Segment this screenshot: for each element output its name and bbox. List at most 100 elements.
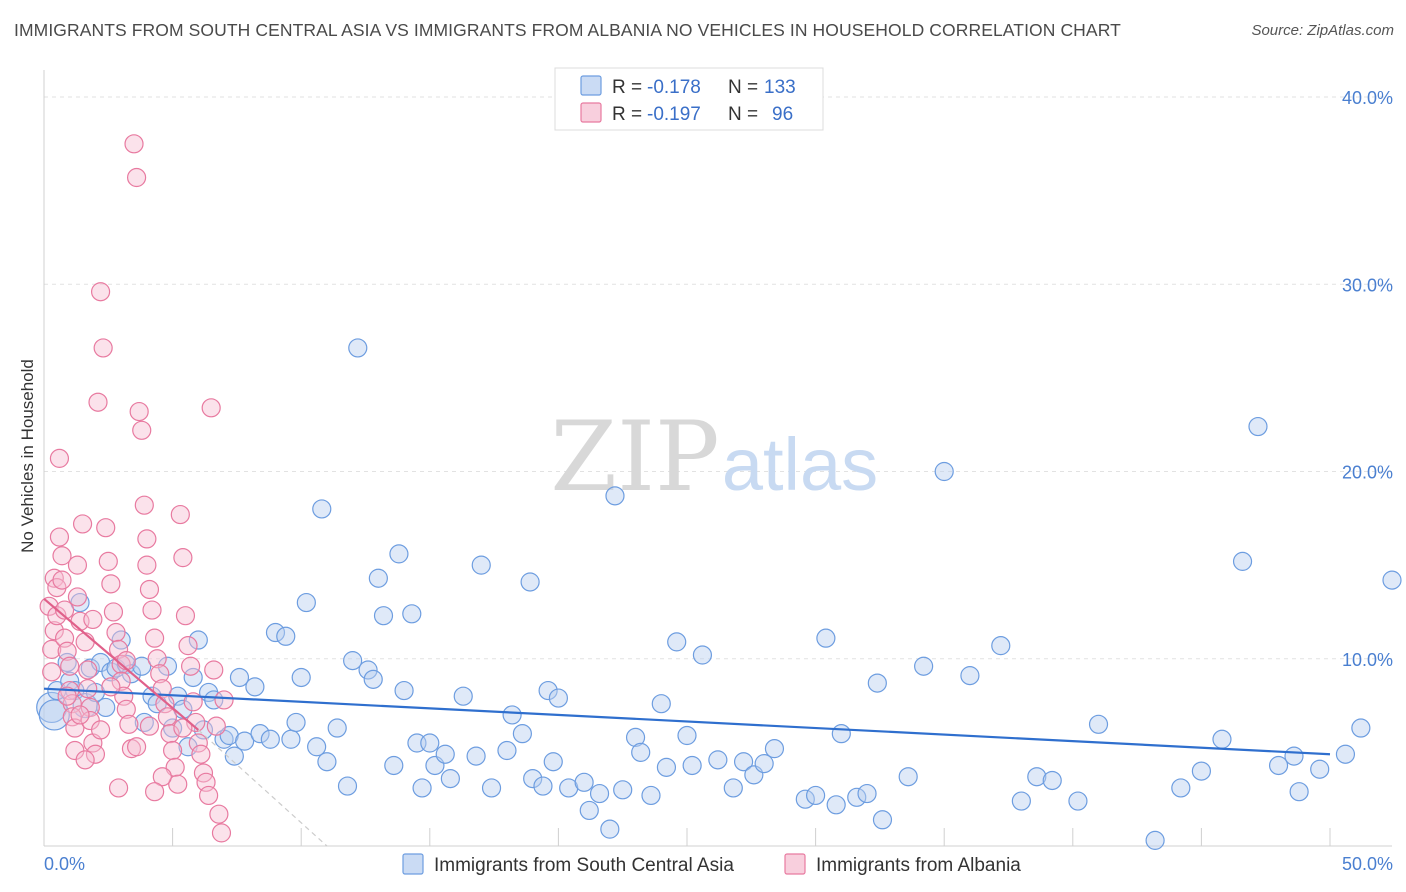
point-south-central-asia-1 xyxy=(38,699,70,731)
gridlines xyxy=(44,96,1392,660)
point-south-central-asia-121 xyxy=(1171,778,1191,798)
point-south-central-asia-109 xyxy=(872,810,893,830)
point-south-central-asia-69 xyxy=(481,778,502,798)
point-south-central-asia-75 xyxy=(533,776,553,796)
point-albania-83 xyxy=(70,705,90,725)
point-south-central-asia-100 xyxy=(764,739,785,759)
point-south-central-asia-51 xyxy=(348,338,368,358)
point-albania-55 xyxy=(147,649,167,669)
point-south-central-asia-37 xyxy=(250,724,270,744)
point-south-central-asia-115 xyxy=(1011,791,1031,811)
point-south-central-asia-64 xyxy=(435,744,455,764)
point-albania-45 xyxy=(124,134,144,154)
point-south-central-asia-117 xyxy=(1042,770,1062,791)
legend-r-value-1: -0.197 xyxy=(647,104,701,125)
point-south-central-asia-48 xyxy=(327,718,347,738)
point-south-central-asia-71 xyxy=(502,705,522,725)
point-south-central-asia-110 xyxy=(898,767,918,787)
bottom-legend-label-albania: Immigrants from Albania xyxy=(816,855,1021,876)
point-south-central-asia-36 xyxy=(245,677,265,697)
point-south-central-asia-72 xyxy=(512,724,532,744)
watermark-zip: ZIP xyxy=(550,401,719,513)
point-south-central-asia-103 xyxy=(816,628,836,648)
point-albania-57 xyxy=(152,679,172,699)
point-albania-67 xyxy=(178,636,198,656)
point-south-central-asia-86 xyxy=(625,727,646,747)
point-south-central-asia-59 xyxy=(402,604,422,624)
point-south-central-asia-99 xyxy=(754,754,774,774)
legend-n-value-1: 96 xyxy=(772,104,793,125)
point-south-central-asia-77 xyxy=(543,752,563,772)
point-south-central-asia-101 xyxy=(795,789,815,809)
point-south-central-asia-113 xyxy=(960,666,980,686)
point-south-central-asia-126 xyxy=(1268,755,1289,776)
point-south-central-asia-65 xyxy=(440,768,460,789)
point-south-central-asia-11 xyxy=(96,697,116,718)
point-albania-40 xyxy=(111,671,131,691)
point-albania-23 xyxy=(75,632,95,652)
y-tick-labels: 10.0% 20.0% 30.0% 40.0% xyxy=(1342,88,1393,670)
point-south-central-asia-42 xyxy=(286,712,306,733)
point-south-central-asia-27 xyxy=(188,630,208,650)
point-south-central-asia-119 xyxy=(1088,714,1109,734)
point-albania-2 xyxy=(42,662,62,682)
point-albania-34 xyxy=(98,551,118,571)
point-albania-80 xyxy=(211,823,232,843)
point-albania-78 xyxy=(206,716,226,736)
point-albania-92 xyxy=(126,737,147,757)
point-south-central-asia-91 xyxy=(667,632,687,652)
point-albania-22 xyxy=(72,514,93,534)
point-south-central-asia-38 xyxy=(260,729,280,749)
point-south-central-asia-116 xyxy=(1027,767,1047,787)
point-south-central-asia-35 xyxy=(235,731,255,751)
point-albania-51 xyxy=(137,555,157,575)
point-south-central-asia-62 xyxy=(420,733,440,753)
point-albania-25 xyxy=(78,679,98,699)
point-south-central-asia-104 xyxy=(826,795,846,815)
point-south-central-asia-58 xyxy=(394,680,414,701)
point-albania-53 xyxy=(142,600,162,620)
point-albania-7 xyxy=(49,448,70,468)
y-tick-label-0: 10.0% xyxy=(1342,650,1393,670)
point-south-central-asia-132 xyxy=(1382,570,1402,590)
point-albania-9 xyxy=(52,570,72,590)
x-tick-label-0: 0.0% xyxy=(44,854,85,874)
point-south-central-asia-39 xyxy=(265,622,286,643)
point-south-central-asia-74 xyxy=(523,768,543,789)
point-south-central-asia-84 xyxy=(605,486,625,506)
point-albania-50 xyxy=(137,529,157,549)
point-south-central-asia-61 xyxy=(412,778,432,798)
legend-swatch-albania xyxy=(580,102,602,123)
data-points xyxy=(36,134,1402,850)
point-south-central-asia-122 xyxy=(1191,761,1212,781)
point-albania-56 xyxy=(150,664,170,684)
point-albania-30 xyxy=(88,392,108,412)
point-south-central-asia-93 xyxy=(682,755,702,776)
point-south-central-asia-129 xyxy=(1310,759,1330,779)
legend-n-label-0: N = xyxy=(728,77,758,98)
legend-r-value-0: -0.178 xyxy=(647,77,701,98)
point-albania-59 xyxy=(157,707,178,727)
point-south-central-asia-128 xyxy=(1289,782,1309,802)
point-south-central-asia-95 xyxy=(708,750,728,770)
bottom-legend-label-south-central-asia: Immigrants from South Central Asia xyxy=(434,855,734,876)
point-south-central-asia-66 xyxy=(453,686,473,706)
point-albania-12 xyxy=(57,641,77,661)
legend-r-label-1: R = xyxy=(612,104,642,125)
point-albania-81 xyxy=(214,690,234,710)
point-south-central-asia-81 xyxy=(579,800,599,821)
point-albania-43 xyxy=(119,714,139,734)
point-south-central-asia-90 xyxy=(656,757,677,777)
point-albania-1 xyxy=(42,639,62,659)
point-south-central-asia-92 xyxy=(677,725,697,746)
point-south-central-asia-50 xyxy=(343,651,363,671)
point-albania-29 xyxy=(85,744,106,764)
point-albania-24 xyxy=(78,660,98,680)
trend-line-albania-extension xyxy=(197,729,328,847)
point-south-central-asia-114 xyxy=(991,636,1011,656)
point-south-central-asia-46 xyxy=(312,499,332,519)
legend-n-value-0: 133 xyxy=(764,77,796,98)
point-south-central-asia-80 xyxy=(574,772,594,792)
point-albania-32 xyxy=(93,338,113,358)
point-south-central-asia-118 xyxy=(1068,791,1088,811)
